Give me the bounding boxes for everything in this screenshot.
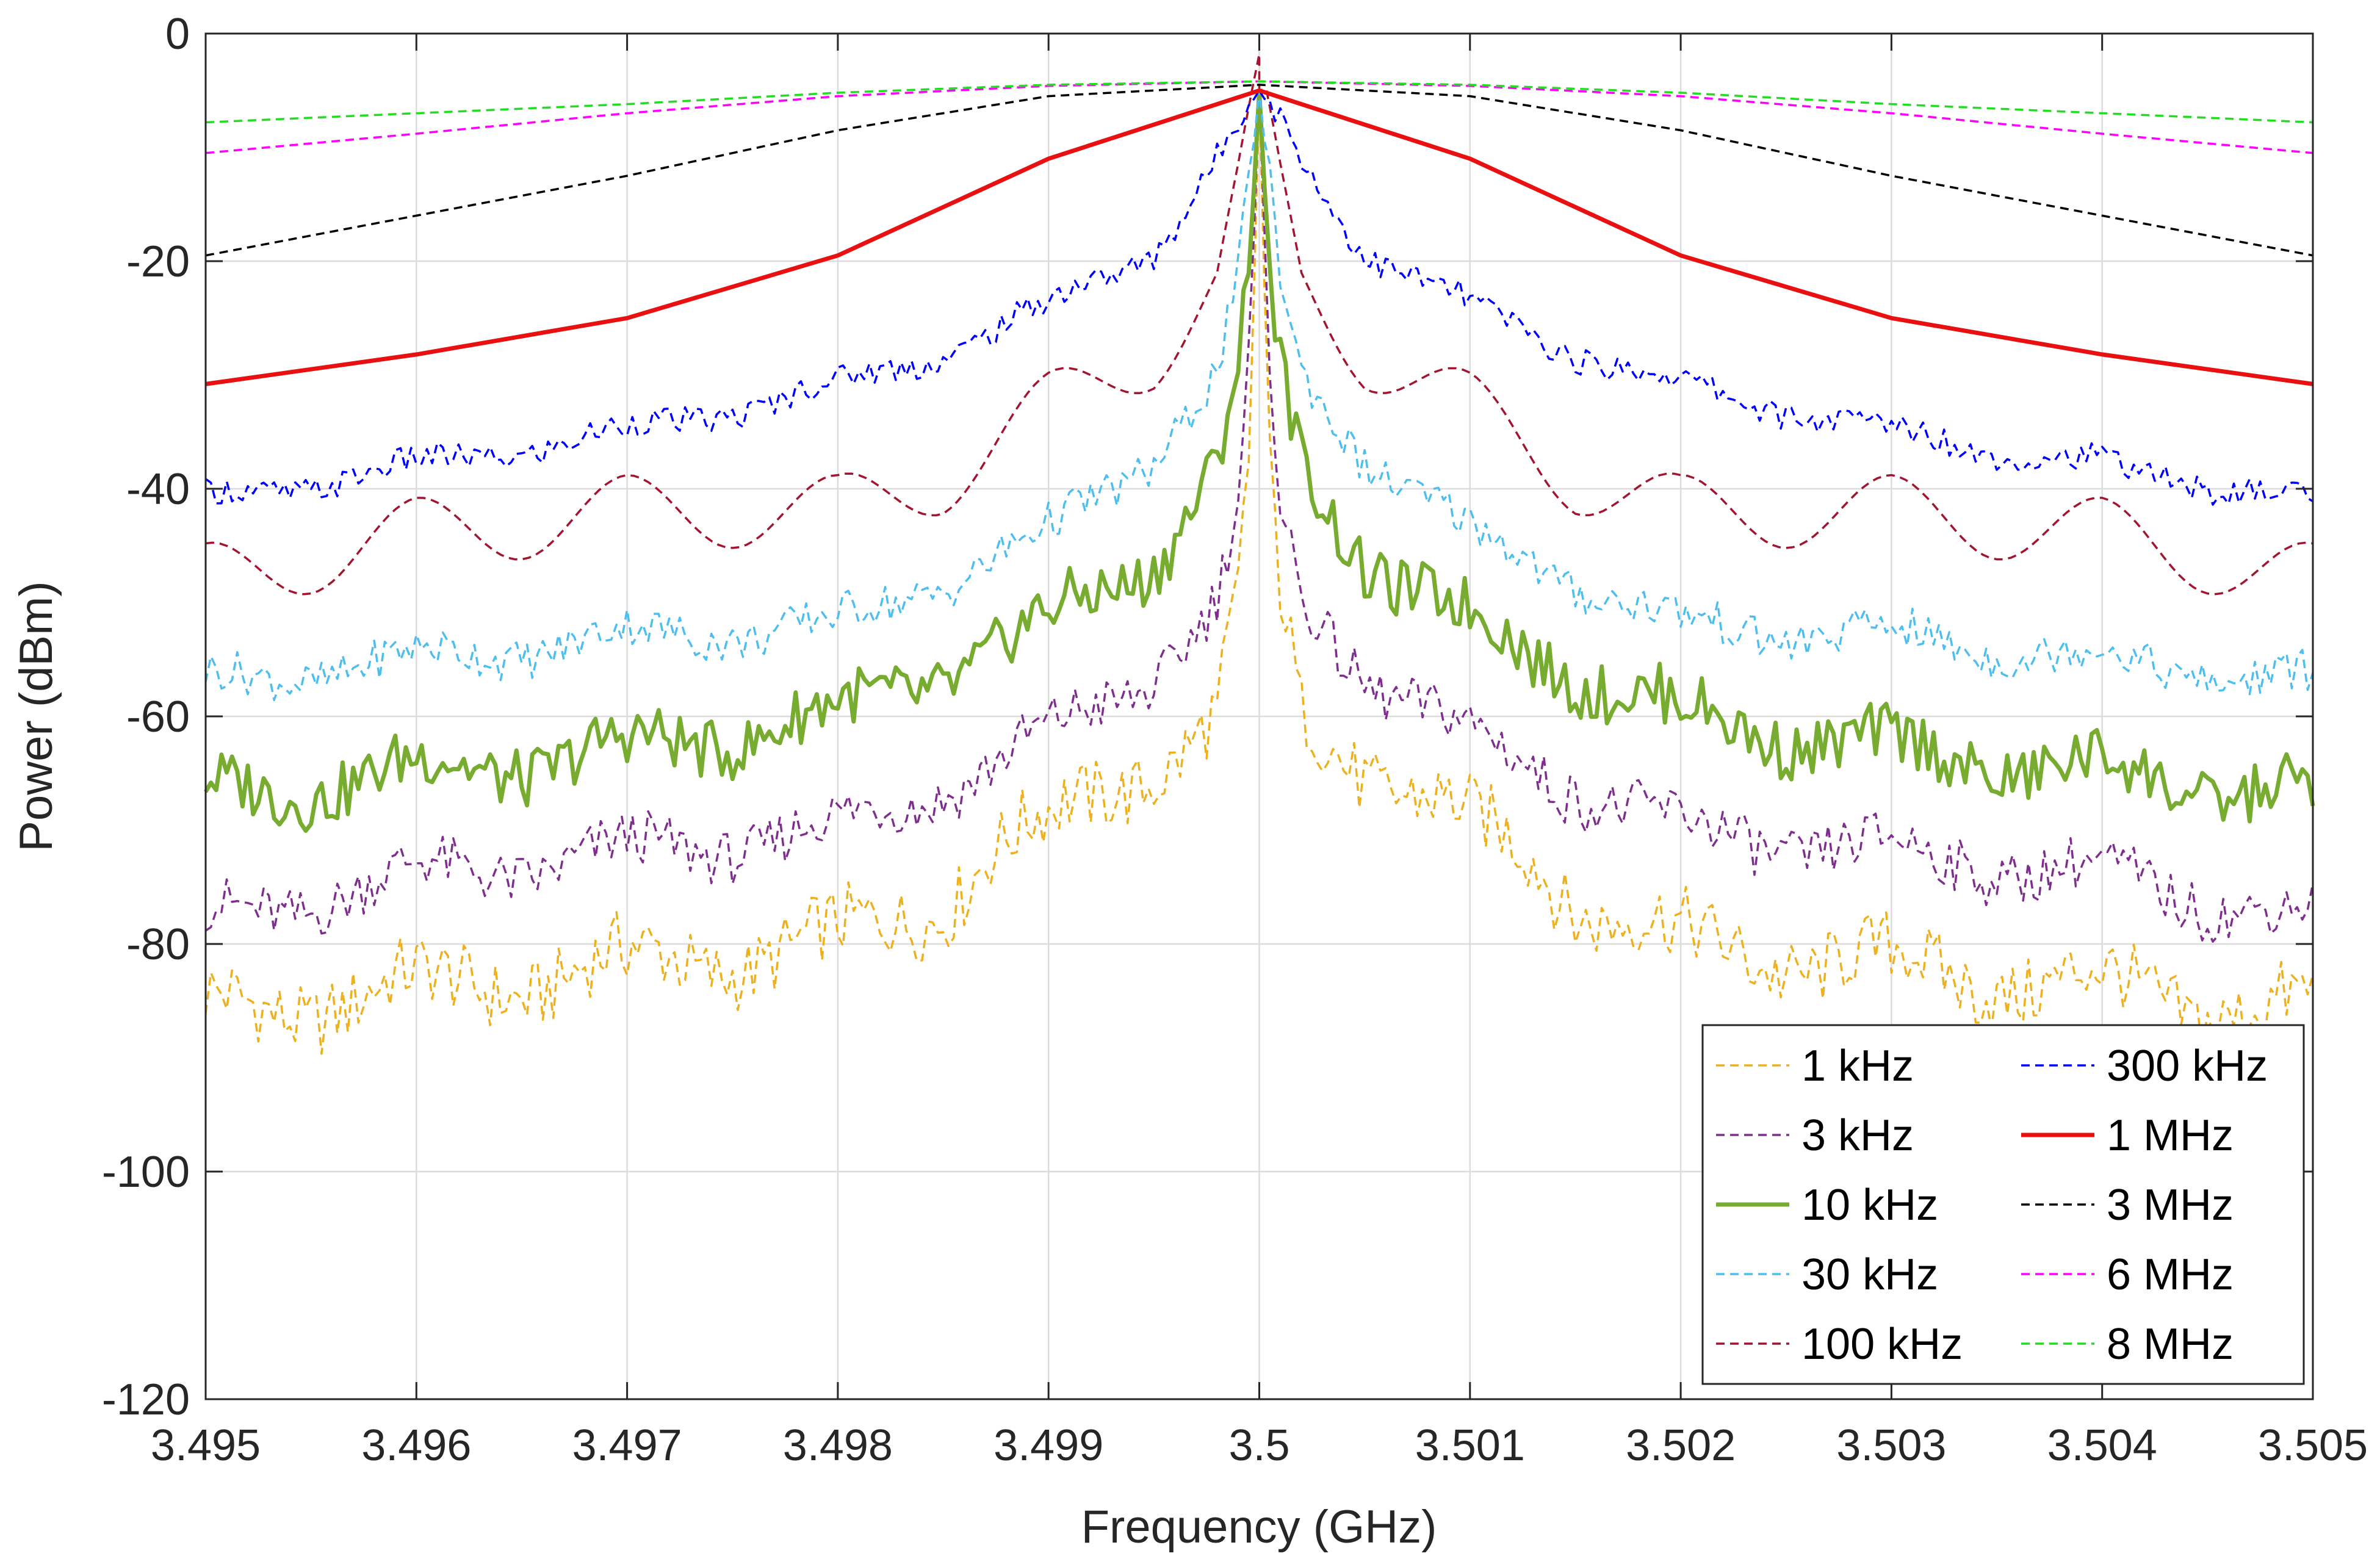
series-line-8-mhz — [205, 80, 2313, 124]
y-axis: 0 -20 -40 -60 -80 -100 -120 — [102, 10, 2313, 1424]
legend-label: 1 kHz — [1801, 1042, 1914, 1090]
series-line-300-khz — [205, 89, 2313, 506]
legend-label: 1 MHz — [2107, 1111, 2234, 1160]
x-tick-label: 3.504 — [2047, 1421, 2157, 1470]
legend-box — [1701, 1024, 2305, 1385]
y-tick-label: -80 — [126, 920, 190, 969]
x-tick-label: 3.503 — [1836, 1421, 1946, 1470]
legend-label: 10 kHz — [1801, 1181, 1938, 1230]
x-tick-label: 3.5 — [1228, 1421, 1289, 1470]
y-tick-label: -120 — [102, 1375, 190, 1424]
series-line-100-khz — [205, 52, 2313, 596]
y-tick-label: 0 — [165, 10, 190, 59]
x-tick-label: 3.498 — [783, 1421, 893, 1470]
grid — [206, 34, 2313, 1399]
legend-label: 6 MHz — [2107, 1250, 2234, 1299]
x-axis-label: Frequency (GHz) — [1081, 1501, 1437, 1553]
x-tick-label: 3.501 — [1415, 1421, 1525, 1470]
legend-label: 3 kHz — [1801, 1111, 1914, 1160]
legend-label: 3 MHz — [2107, 1181, 2234, 1230]
x-tick-label: 3.495 — [151, 1421, 261, 1470]
y-tick-label: -40 — [126, 465, 190, 514]
x-tick-label: 3.497 — [572, 1421, 682, 1470]
y-tick-label: -20 — [126, 237, 190, 286]
legend-label: 8 MHz — [2107, 1320, 2234, 1369]
x-tick-label: 3.505 — [2258, 1421, 2368, 1470]
y-axis-label: Power (dBm) — [10, 581, 62, 851]
y-tick-label: -60 — [126, 693, 190, 741]
legend-label: 100 kHz — [1801, 1320, 1963, 1369]
x-tick-label: 3.499 — [993, 1421, 1103, 1470]
plot-area — [203, 52, 2315, 1055]
legend-label: 300 kHz — [2107, 1042, 2268, 1090]
x-tick-label: 3.502 — [1626, 1421, 1736, 1470]
series-line-1-mhz — [205, 88, 2313, 386]
legend-label: 30 kHz — [1801, 1250, 1938, 1299]
legend: 1 kHz 3 kHz 10 kHz 30 kHz 100 kHz 300 kHz 1 MH… — [1701, 1024, 2305, 1385]
series-line-3-mhz — [205, 84, 2313, 257]
x-axis: 3.495 3.496 3.497 3.498 3.499 3.5 3.501 3.502 3.… — [151, 34, 2368, 1470]
x-tick-label: 3.496 — [361, 1421, 471, 1470]
y-tick-label: -100 — [102, 1148, 190, 1197]
